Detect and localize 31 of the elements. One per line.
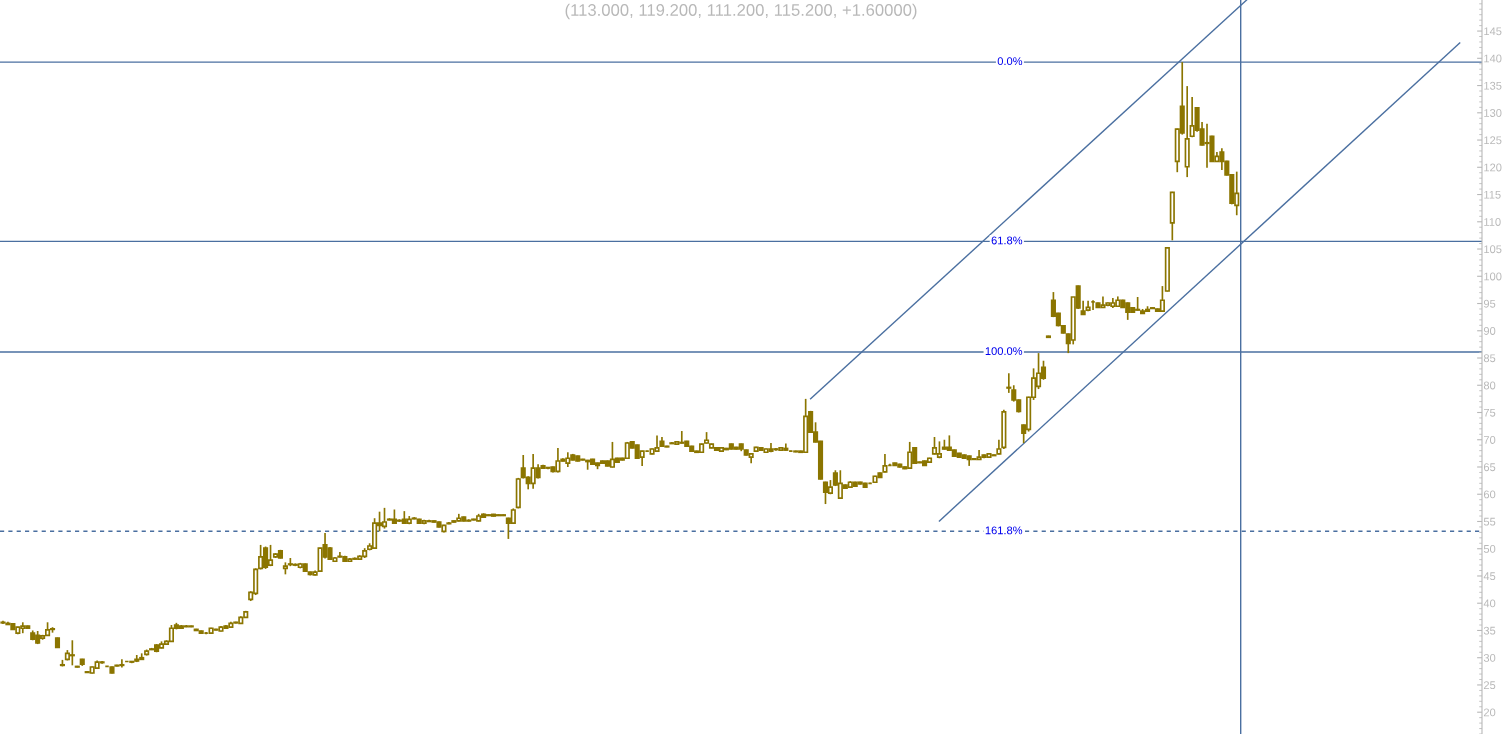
y-tick-label: 40 (1483, 599, 1496, 608)
y-tick-label: 90 (1483, 327, 1496, 335)
y-tick-label: 130 (1484, 109, 1502, 117)
y-tick-label: 30 (1483, 653, 1496, 662)
annotation: 61.8% (991, 236, 1023, 245)
y-tick-label: 20 (1483, 708, 1496, 717)
y-tick-label: 35 (1483, 626, 1496, 635)
y-tick-label: 110 (1484, 218, 1501, 226)
chart-title: (113.000, 119.200, 111.200, 115.200, +1.60000) (565, 3, 917, 20)
y-tick-label: 80 (1483, 381, 1496, 390)
y-tick-label: 45 (1483, 572, 1496, 581)
y-tick-label: 55 (1483, 517, 1496, 526)
y-tick-label: 140 (1484, 54, 1502, 63)
y-tick-label: 65 (1483, 463, 1496, 472)
annotation: 100.0% (985, 347, 1023, 355)
y-tick-label: 25 (1483, 681, 1496, 690)
y-tick-label: 85 (1483, 354, 1496, 363)
annotation: 0.0% (997, 57, 1023, 66)
y-tick-label: 125 (1484, 136, 1502, 145)
y-tick-label: 95 (1483, 299, 1496, 308)
y-tick-label: 70 (1483, 436, 1496, 444)
y-tick-label: 135 (1484, 81, 1502, 90)
y-tick-label: 75 (1483, 408, 1496, 417)
annotation: 161.8% (985, 526, 1023, 535)
y-tick-label: 120 (1484, 163, 1502, 172)
y-tick-label: 115 (1484, 190, 1501, 199)
y-tick-label: 100 (1484, 272, 1502, 281)
y-tick-label: 145 (1484, 27, 1502, 36)
y-tick-label: 50 (1483, 545, 1496, 553)
y-tick-label: 105 (1484, 245, 1502, 254)
y-tick-label: 60 (1483, 490, 1496, 499)
